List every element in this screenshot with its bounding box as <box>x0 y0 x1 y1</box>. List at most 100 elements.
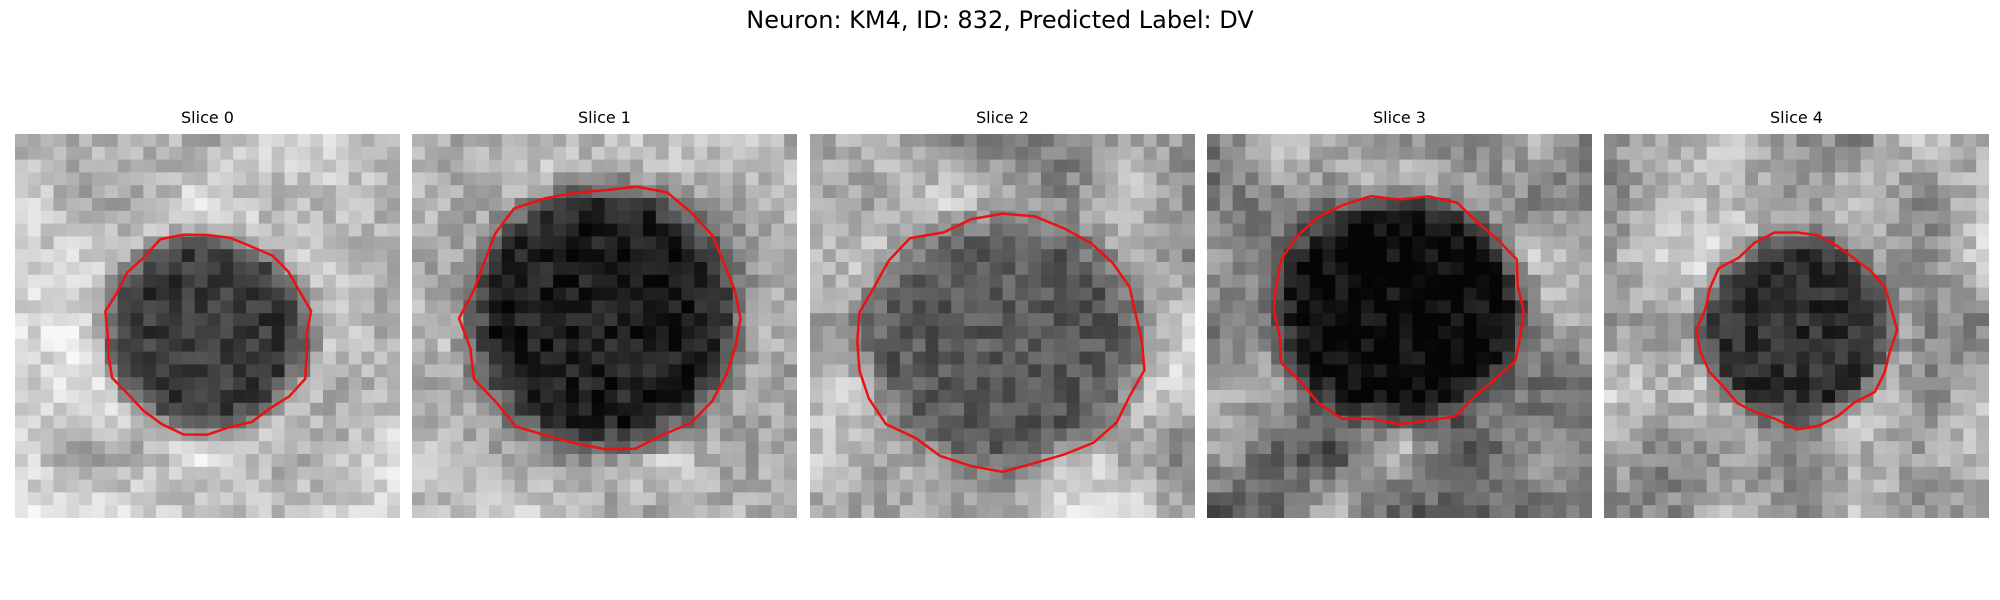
pixel <box>1296 351 1311 365</box>
pixel <box>899 338 914 353</box>
pixel <box>1886 287 1900 301</box>
pixel <box>66 428 80 442</box>
pixel <box>514 287 529 301</box>
pixel <box>553 223 567 237</box>
pixel <box>1976 287 1989 301</box>
pixel <box>694 172 708 186</box>
pixel <box>310 454 324 468</box>
pixel <box>848 441 862 455</box>
pixel <box>104 466 119 481</box>
pixel <box>1219 505 1234 518</box>
pixel <box>1015 351 1029 365</box>
cell-contour <box>1272 194 1525 426</box>
pixel <box>810 185 824 199</box>
pixel <box>1693 492 1708 506</box>
pixel <box>630 492 644 506</box>
pixel <box>220 454 234 468</box>
pixel <box>912 262 927 276</box>
pixel <box>1616 198 1631 212</box>
pixel <box>643 454 657 468</box>
pixel <box>1899 236 1913 250</box>
pixel <box>1207 351 1221 365</box>
pixel <box>1770 249 1785 263</box>
pixel <box>501 198 516 212</box>
pixel <box>169 390 183 404</box>
pixel <box>1271 223 1285 237</box>
pixel <box>1489 313 1503 327</box>
pixel <box>681 185 695 199</box>
pixel <box>1053 146 1068 161</box>
pixel <box>1706 198 1721 212</box>
pixel <box>387 313 400 327</box>
pixel <box>1976 198 1989 212</box>
pixel <box>630 338 644 353</box>
pixel <box>1886 146 1900 161</box>
pixel <box>758 236 772 250</box>
pixel <box>578 313 593 327</box>
pixel <box>630 236 644 250</box>
pixel <box>450 185 464 199</box>
pixel <box>1899 492 1913 506</box>
pixel <box>1258 198 1272 212</box>
pixel <box>258 210 273 225</box>
pixel <box>271 274 286 289</box>
pixel <box>745 274 760 289</box>
pixel <box>835 262 850 276</box>
pixel <box>861 338 875 353</box>
pixel <box>784 415 797 429</box>
pixel <box>143 146 157 161</box>
pixel <box>194 364 209 378</box>
pixel <box>1425 249 1439 263</box>
pixel <box>553 236 567 250</box>
pixel <box>1745 172 1759 186</box>
pixel <box>79 415 93 429</box>
pixel <box>1232 441 1247 455</box>
pixel <box>540 492 554 506</box>
pixel <box>450 262 464 276</box>
pixel <box>1579 390 1592 404</box>
pixel <box>784 198 797 212</box>
pixel <box>1079 428 1093 442</box>
pixel <box>1745 287 1759 301</box>
pixel <box>566 402 580 417</box>
pixel <box>1886 505 1900 518</box>
pixel <box>1515 159 1529 173</box>
pixel <box>1053 249 1068 263</box>
pixel <box>79 338 93 353</box>
pixel <box>1616 428 1631 442</box>
pixel <box>1847 185 1862 199</box>
pixel <box>1105 441 1119 455</box>
pixel <box>1232 300 1247 314</box>
pixel <box>1399 274 1413 289</box>
pixel <box>348 351 363 365</box>
pixel <box>271 185 286 199</box>
pixel <box>1809 479 1823 493</box>
pixel <box>989 402 1004 417</box>
pixel <box>1450 338 1465 353</box>
pixel <box>745 223 760 237</box>
pixel <box>1322 377 1336 391</box>
pixel <box>643 326 657 340</box>
pixel <box>92 402 106 417</box>
pixel <box>1105 313 1119 327</box>
pixel <box>835 351 850 365</box>
pixel <box>15 415 29 429</box>
pixel <box>1886 441 1900 455</box>
pixel <box>1822 300 1836 314</box>
pixel <box>1002 236 1016 250</box>
pixel <box>938 415 952 429</box>
pixel <box>1937 364 1952 378</box>
pixel <box>1284 159 1298 173</box>
pixel <box>861 479 875 493</box>
pixel <box>1309 185 1324 199</box>
pixel <box>117 466 132 481</box>
pixel <box>297 441 311 455</box>
pixel <box>630 364 644 378</box>
pixel <box>181 210 196 225</box>
pixel <box>1412 364 1426 378</box>
pixel <box>951 262 965 276</box>
pixel <box>1629 198 1644 212</box>
pixel <box>822 466 837 481</box>
pixel <box>566 377 580 391</box>
pixel <box>489 210 503 225</box>
